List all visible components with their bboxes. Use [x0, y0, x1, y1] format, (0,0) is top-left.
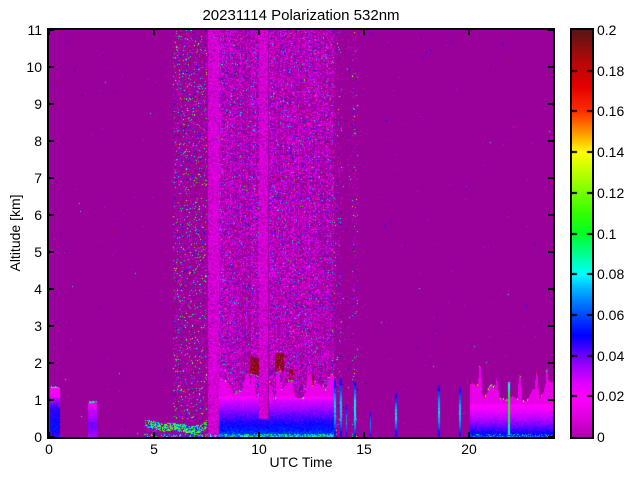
- colorbar-tick-label: 0.02: [597, 388, 625, 405]
- y-tick-label: 6: [34, 207, 42, 223]
- axis-tick: [548, 177, 553, 179]
- axis-tick: [49, 103, 54, 105]
- y-tick-label: 8: [34, 133, 42, 149]
- axis-tick: [49, 140, 54, 142]
- axis-tick: [153, 30, 155, 35]
- y-tick-label: 11: [27, 22, 42, 38]
- axis-tick: [49, 29, 54, 31]
- axis-tick: [49, 399, 54, 401]
- colorbar-canvas: [572, 30, 592, 437]
- plot-area: [47, 28, 555, 439]
- y-tick-label: 5: [34, 244, 42, 260]
- y-tick-label: 10: [26, 59, 42, 75]
- axis-tick: [548, 29, 553, 31]
- y-tick-label: 0: [34, 429, 42, 445]
- axis-tick: [548, 362, 553, 364]
- axis-tick: [548, 436, 553, 438]
- x-tick-label: 10: [251, 441, 267, 457]
- y-tick-label: 1: [34, 392, 42, 408]
- x-tick-label: 5: [150, 441, 158, 457]
- y-tick-label: 2: [34, 355, 42, 371]
- axis-tick: [548, 214, 553, 216]
- axis-tick: [548, 399, 553, 401]
- axis-tick: [548, 251, 553, 253]
- axis-tick: [468, 432, 470, 437]
- axis-tick: [548, 325, 553, 327]
- axis-tick: [49, 325, 54, 327]
- x-tick-label: 15: [356, 441, 372, 457]
- axis-tick: [48, 432, 50, 437]
- axis-tick: [548, 103, 553, 105]
- colorbar-tick-label: 0.2: [597, 22, 617, 38]
- axis-tick: [548, 140, 553, 142]
- y-tick-label: 3: [34, 318, 42, 334]
- axis-tick: [258, 432, 260, 437]
- y-tick-label: 7: [34, 170, 42, 186]
- colorbar-tick-label: 0.06: [597, 306, 625, 323]
- axis-tick: [258, 30, 260, 35]
- colorbar-tick-label: 0.04: [597, 347, 625, 364]
- x-axis-label: UTC Time: [269, 454, 333, 470]
- heatmap-canvas: [49, 30, 553, 437]
- axis-tick: [49, 288, 54, 290]
- axis-tick: [153, 432, 155, 437]
- axis-tick: [548, 288, 553, 290]
- colorbar-tick-label: 0: [597, 429, 605, 445]
- colorbar-tick-label: 0.1: [597, 225, 617, 242]
- axis-tick: [49, 436, 54, 438]
- y-tick-label: 4: [34, 281, 42, 297]
- colorbar: [570, 28, 594, 439]
- x-tick-label: 20: [461, 441, 477, 457]
- axis-tick: [49, 251, 54, 253]
- x-tick-label: 0: [45, 441, 53, 457]
- axis-tick: [49, 362, 54, 364]
- colorbar-tick-label: 0.14: [597, 144, 625, 161]
- axis-tick: [49, 66, 54, 68]
- colorbar-tick-label: 0.08: [597, 266, 625, 283]
- axis-tick: [548, 66, 553, 68]
- colorbar-tick-label: 0.16: [597, 103, 625, 120]
- colorbar-tick-label: 0.18: [597, 62, 625, 79]
- axis-tick: [49, 214, 54, 216]
- axis-tick: [48, 30, 50, 35]
- chart-title: 20231114 Polarization 532nm: [202, 7, 400, 24]
- colorbar-tick-label: 0.12: [597, 184, 625, 201]
- axis-tick: [363, 432, 365, 437]
- axis-tick: [363, 30, 365, 35]
- y-tick-label: 9: [34, 96, 42, 112]
- axis-tick: [49, 177, 54, 179]
- axis-tick: [468, 30, 470, 35]
